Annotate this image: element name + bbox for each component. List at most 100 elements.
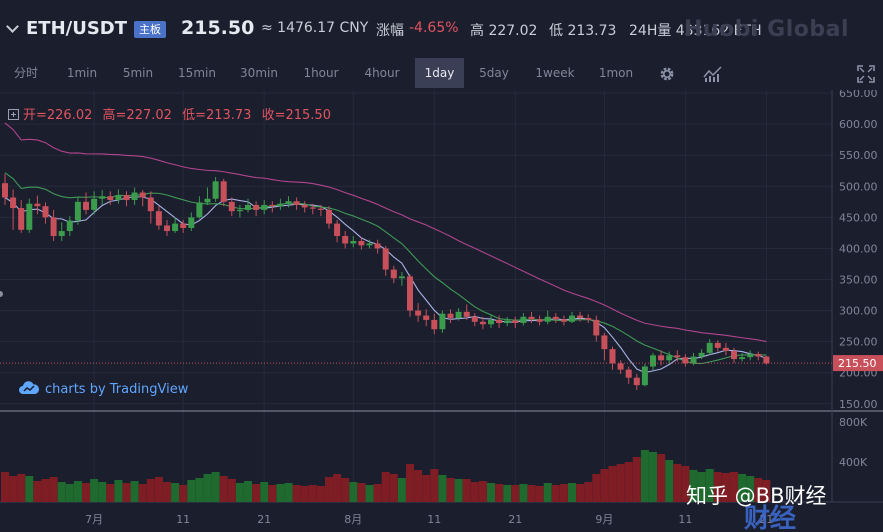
volume-bar <box>762 480 771 502</box>
candle-body <box>455 311 462 319</box>
volume-tick-label: 800K <box>839 416 868 429</box>
candle-body <box>698 352 705 357</box>
fullscreen-icon[interactable] <box>857 65 875 83</box>
chevron-down-icon[interactable] <box>6 20 19 33</box>
price-tick-label: 150.00 <box>839 398 878 411</box>
exchange-logo: Huobi Global <box>684 17 849 42</box>
time-tick-label: 21 <box>257 513 271 526</box>
trading-pair[interactable]: ETH/USDT <box>26 18 128 39</box>
ohlc-legend: 开=226.02 高=227.02 低=213.73 收=215.50 <box>8 104 331 123</box>
candle-body <box>415 310 422 316</box>
candle-body <box>366 243 373 246</box>
tab-1day[interactable]: 1day <box>415 58 464 88</box>
candle-body <box>155 211 162 226</box>
tradingview-attribution[interactable]: charts by TradingView <box>18 381 188 397</box>
volume-bar <box>721 473 730 502</box>
time-tick-label: 21 <box>508 513 522 526</box>
candle-body <box>212 181 219 199</box>
volume-bar <box>543 483 552 502</box>
tab-1hour[interactable]: 1hour <box>303 66 339 80</box>
candle-body <box>407 276 413 311</box>
watermark-logo: 财经 <box>744 504 797 532</box>
tab-4hour[interactable]: 4hour <box>364 66 400 80</box>
candle-body <box>390 269 397 279</box>
price-tick-label: 450.00 <box>839 211 878 224</box>
candle-body <box>50 217 57 237</box>
volume-bar <box>316 486 325 502</box>
candle-body <box>309 207 316 209</box>
candle-body <box>609 349 616 364</box>
candle-body <box>520 316 527 324</box>
candle-body <box>277 203 284 207</box>
candle-body <box>245 204 251 210</box>
volume-bar <box>365 485 374 502</box>
volume-bar <box>406 464 414 502</box>
volume-bar <box>430 469 439 502</box>
volume-bar <box>349 482 358 502</box>
volume-bar <box>511 485 520 502</box>
low-price: 低 213.73 <box>549 23 617 39</box>
tab-1week[interactable]: 1week <box>535 66 575 80</box>
tab-5min[interactable]: 5min <box>122 66 154 80</box>
time-tick-label: 11 <box>427 513 441 526</box>
price-tick-label: 250.00 <box>839 336 878 349</box>
candle-body <box>42 206 49 218</box>
volume-bar <box>632 457 641 502</box>
volume-bar <box>576 484 585 502</box>
attribution-text: charts by TradingView <box>45 382 189 397</box>
candle-body <box>577 315 584 319</box>
price-chart[interactable]: 650.00 600.00 550.00 500.00 450.00 400.00 350.… <box>0 87 883 532</box>
volume-bar <box>308 485 317 502</box>
candle-body <box>34 203 41 207</box>
volume-bar <box>268 485 277 502</box>
volume-bar <box>260 482 269 502</box>
candle-body <box>131 192 138 200</box>
volume-bar <box>163 482 171 502</box>
volume-bar <box>179 485 188 502</box>
volume-bar <box>90 479 99 502</box>
scroll-handle <box>0 291 3 297</box>
candle-body <box>536 319 543 322</box>
candle-body <box>358 240 365 246</box>
volume-bar <box>122 483 131 502</box>
time-tick-label: 7月 <box>85 513 103 526</box>
volume-bar <box>219 476 228 502</box>
candle-body <box>650 355 656 367</box>
volume-bar <box>649 452 657 502</box>
gear-icon[interactable] <box>658 65 676 83</box>
candlestick-chart[interactable]: 650.00 600.00 550.00 500.00 450.00 400.00 350.… <box>0 87 883 532</box>
volume-bar <box>462 479 471 502</box>
volume-bar <box>527 485 536 502</box>
volume-bar <box>1 472 9 502</box>
volume-bar <box>503 485 512 502</box>
volume-bar <box>397 478 406 502</box>
candle-body <box>593 319 600 336</box>
candle-body <box>471 316 478 322</box>
indicator-icon[interactable] <box>703 65 723 83</box>
volume-bar <box>705 469 714 502</box>
volume-bar <box>138 484 147 502</box>
tab-1mon[interactable]: 1mon <box>598 66 634 80</box>
volume-bar <box>713 472 722 502</box>
tab-15min[interactable]: 15min <box>178 66 216 80</box>
tab-5day[interactable]: 5day <box>479 66 509 80</box>
volume-bar <box>519 484 528 502</box>
volume-bar <box>82 483 90 502</box>
candle-body <box>317 208 324 210</box>
volume-bar <box>114 480 123 502</box>
collapse-legend-icon[interactable] <box>8 109 19 120</box>
candle-body <box>447 313 454 319</box>
ohlc-high: 高=227.02 <box>102 108 172 123</box>
candle-body <box>690 356 697 364</box>
candle-body <box>617 363 624 370</box>
tab-timeline[interactable]: 分时 <box>13 66 38 80</box>
tab-1min[interactable]: 1min <box>66 66 98 80</box>
volume-24h: 24H量 433162 ETH <box>629 23 762 39</box>
tab-30min[interactable]: 30min <box>240 66 278 80</box>
volume-bar <box>98 482 107 502</box>
candle-body <box>747 354 754 358</box>
candle-body <box>269 204 276 207</box>
volume-bar <box>357 483 366 502</box>
last-price: 215.50 <box>181 17 255 39</box>
candle-body <box>512 320 519 324</box>
